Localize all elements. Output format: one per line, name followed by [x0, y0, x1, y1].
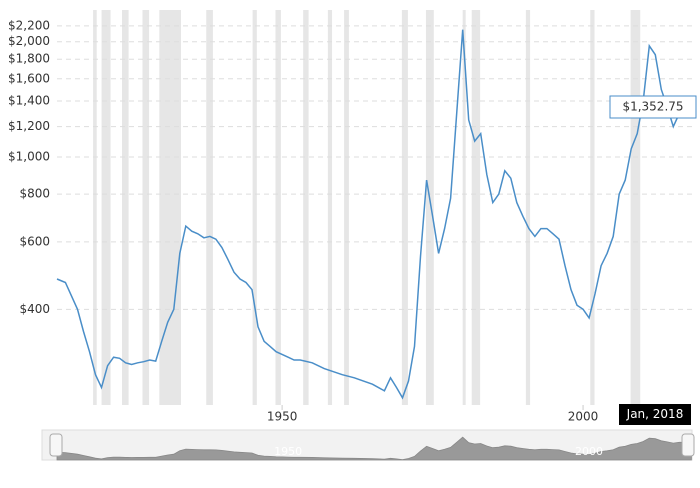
recession-band: [275, 10, 281, 405]
y-tick-label: $1,600: [8, 71, 50, 85]
y-tick-label: $1,800: [8, 52, 50, 66]
overlay: $1,352.75 Jan, 2018: [609, 95, 697, 425]
grid: $400 $600 $800 $1,000 $1,200 $1,400 $1,600 $1,8…: [8, 18, 692, 424]
y-tick-label: $800: [19, 187, 50, 201]
recession-band: [462, 10, 466, 405]
y-tick-label: $1,200: [8, 119, 50, 133]
x-tick-label: 1950: [267, 410, 298, 424]
recession-band: [401, 10, 408, 405]
recession-band: [630, 10, 641, 405]
recession-band: [101, 10, 111, 405]
tooltip-date-box: [619, 404, 691, 425]
recession-band: [93, 10, 97, 405]
line-series: [56, 29, 692, 400]
tooltip-date: Jan, 2018: [626, 407, 684, 421]
recession-band: [344, 10, 349, 405]
navigator-label: 1950: [274, 445, 302, 458]
recession-band: [425, 10, 434, 405]
recession-band: [159, 10, 181, 405]
recession-band: [252, 10, 257, 405]
plot: [56, 29, 692, 400]
recession-band: [471, 10, 481, 405]
y-tick-label: $2,200: [8, 18, 50, 32]
tooltip-box: [609, 95, 697, 119]
y-tick-label: $400: [19, 302, 50, 316]
recession-band: [525, 10, 531, 405]
navigator-label: 2000: [575, 445, 603, 458]
y-tick-label: $600: [19, 234, 50, 248]
y-tick-label: $1,400: [8, 94, 50, 108]
x-tick-label: 2000: [568, 410, 599, 424]
navigator-series: 2000 1950: [56, 436, 692, 461]
recessions: [93, 10, 641, 405]
y-tick-label: $1,000: [8, 149, 50, 163]
recession-band: [122, 10, 129, 405]
tooltip-value: $1,352.75: [622, 100, 683, 114]
recession-band: [590, 10, 595, 405]
navigator-area: [56, 436, 692, 461]
recession-band: [303, 10, 309, 405]
navigator-handle[interactable]: [49, 433, 63, 457]
navigator-handle[interactable]: [681, 433, 695, 457]
recession-band: [206, 10, 213, 405]
recession-band: [327, 10, 333, 405]
y-tick-label: $2,000: [8, 34, 50, 48]
recession-band: [142, 10, 150, 405]
